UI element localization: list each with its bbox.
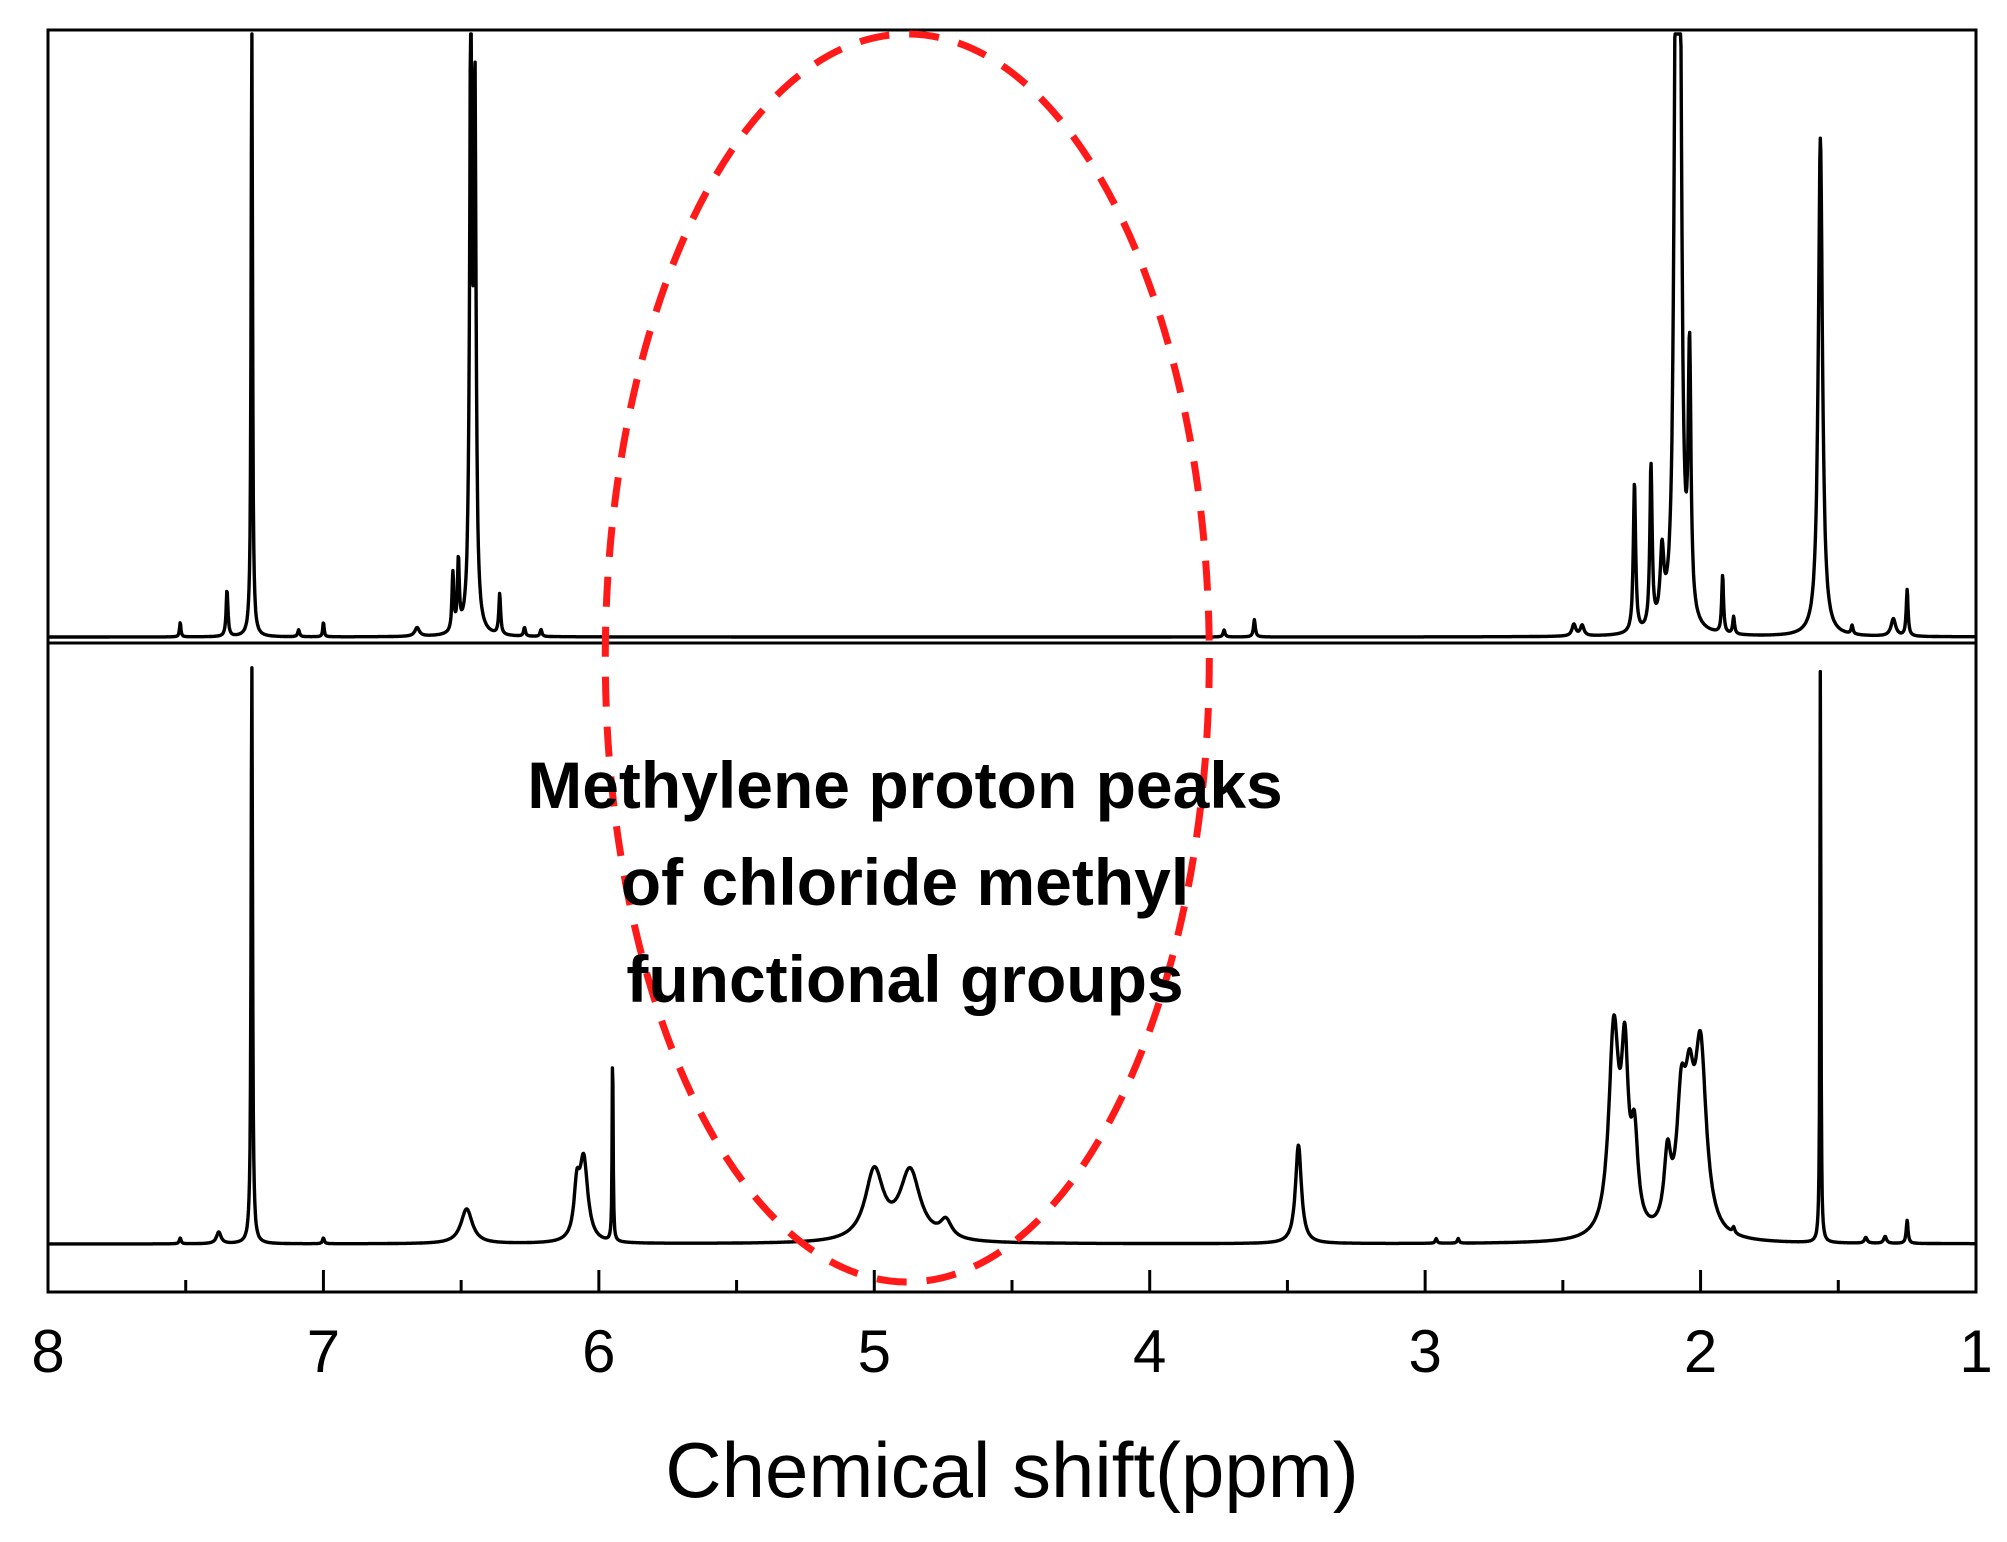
annotation-line-3: functional groups: [626, 942, 1183, 1016]
x-axis-ticks: [46, 1270, 1978, 1292]
annotation-line-2: of chloride methyl: [621, 845, 1189, 919]
upper-spectrum-line: [46, 32, 1978, 639]
highlight-ellipse: [601, 30, 1213, 1286]
x-tick-label-1: 1: [1959, 1318, 1992, 1385]
x-tick-label-8: 8: [31, 1318, 64, 1385]
x-tick-label-5: 5: [858, 1318, 891, 1385]
x-tick-label-7: 7: [307, 1318, 340, 1385]
x-tick-label-2: 2: [1684, 1318, 1717, 1385]
plot-frame: [46, 28, 1978, 1294]
x-axis-title: Chemical shift(ppm): [665, 1426, 1359, 1514]
x-axis-tick-labels: 8 7 6 5 4 3 2 1: [31, 1318, 1992, 1385]
x-tick-label-6: 6: [582, 1318, 615, 1385]
annotation-line-1: Methylene proton peaks: [527, 748, 1283, 822]
lower-spectrum-line: [46, 666, 1978, 1246]
x-tick-label-3: 3: [1408, 1318, 1441, 1385]
x-tick-label-4: 4: [1133, 1318, 1166, 1385]
